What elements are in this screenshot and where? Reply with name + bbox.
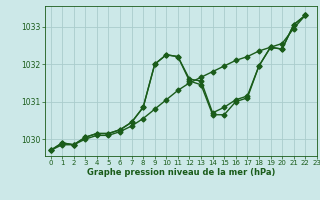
X-axis label: Graphe pression niveau de la mer (hPa): Graphe pression niveau de la mer (hPa) <box>87 168 275 177</box>
